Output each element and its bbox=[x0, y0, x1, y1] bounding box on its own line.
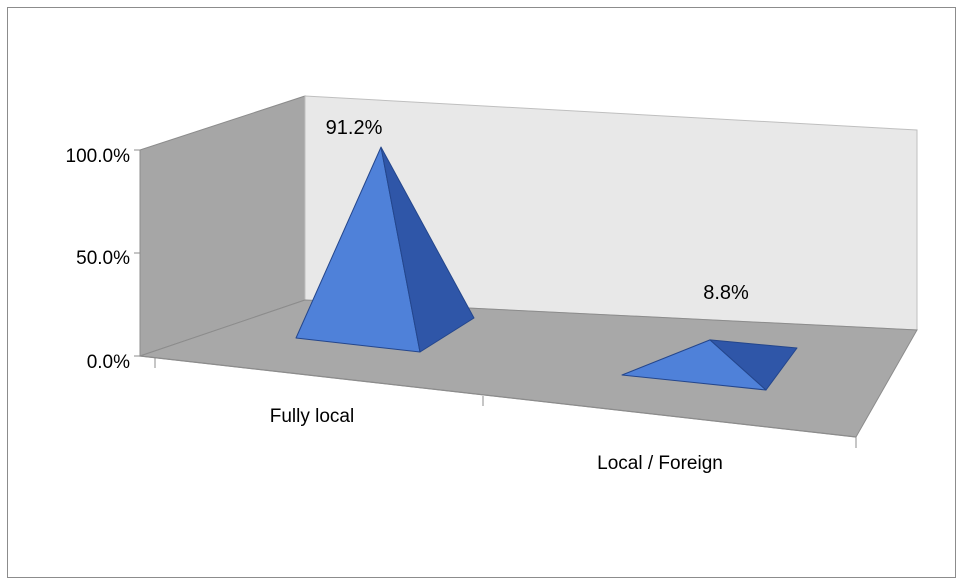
x-axis-line bbox=[139, 355, 857, 438]
y-tick-label: 50.0% bbox=[76, 248, 130, 269]
category-label: Local / Foreign bbox=[597, 453, 723, 474]
data-label: 8.8% bbox=[703, 282, 749, 304]
category-label: Fully local bbox=[270, 406, 354, 427]
pyramid-side-face bbox=[380, 146, 475, 353]
data-label: 91.2% bbox=[326, 117, 383, 139]
y-tick-label: 100.0% bbox=[66, 146, 131, 167]
y-tick-label: 0.0% bbox=[87, 352, 130, 373]
pyramid-side-face bbox=[709, 339, 798, 391]
